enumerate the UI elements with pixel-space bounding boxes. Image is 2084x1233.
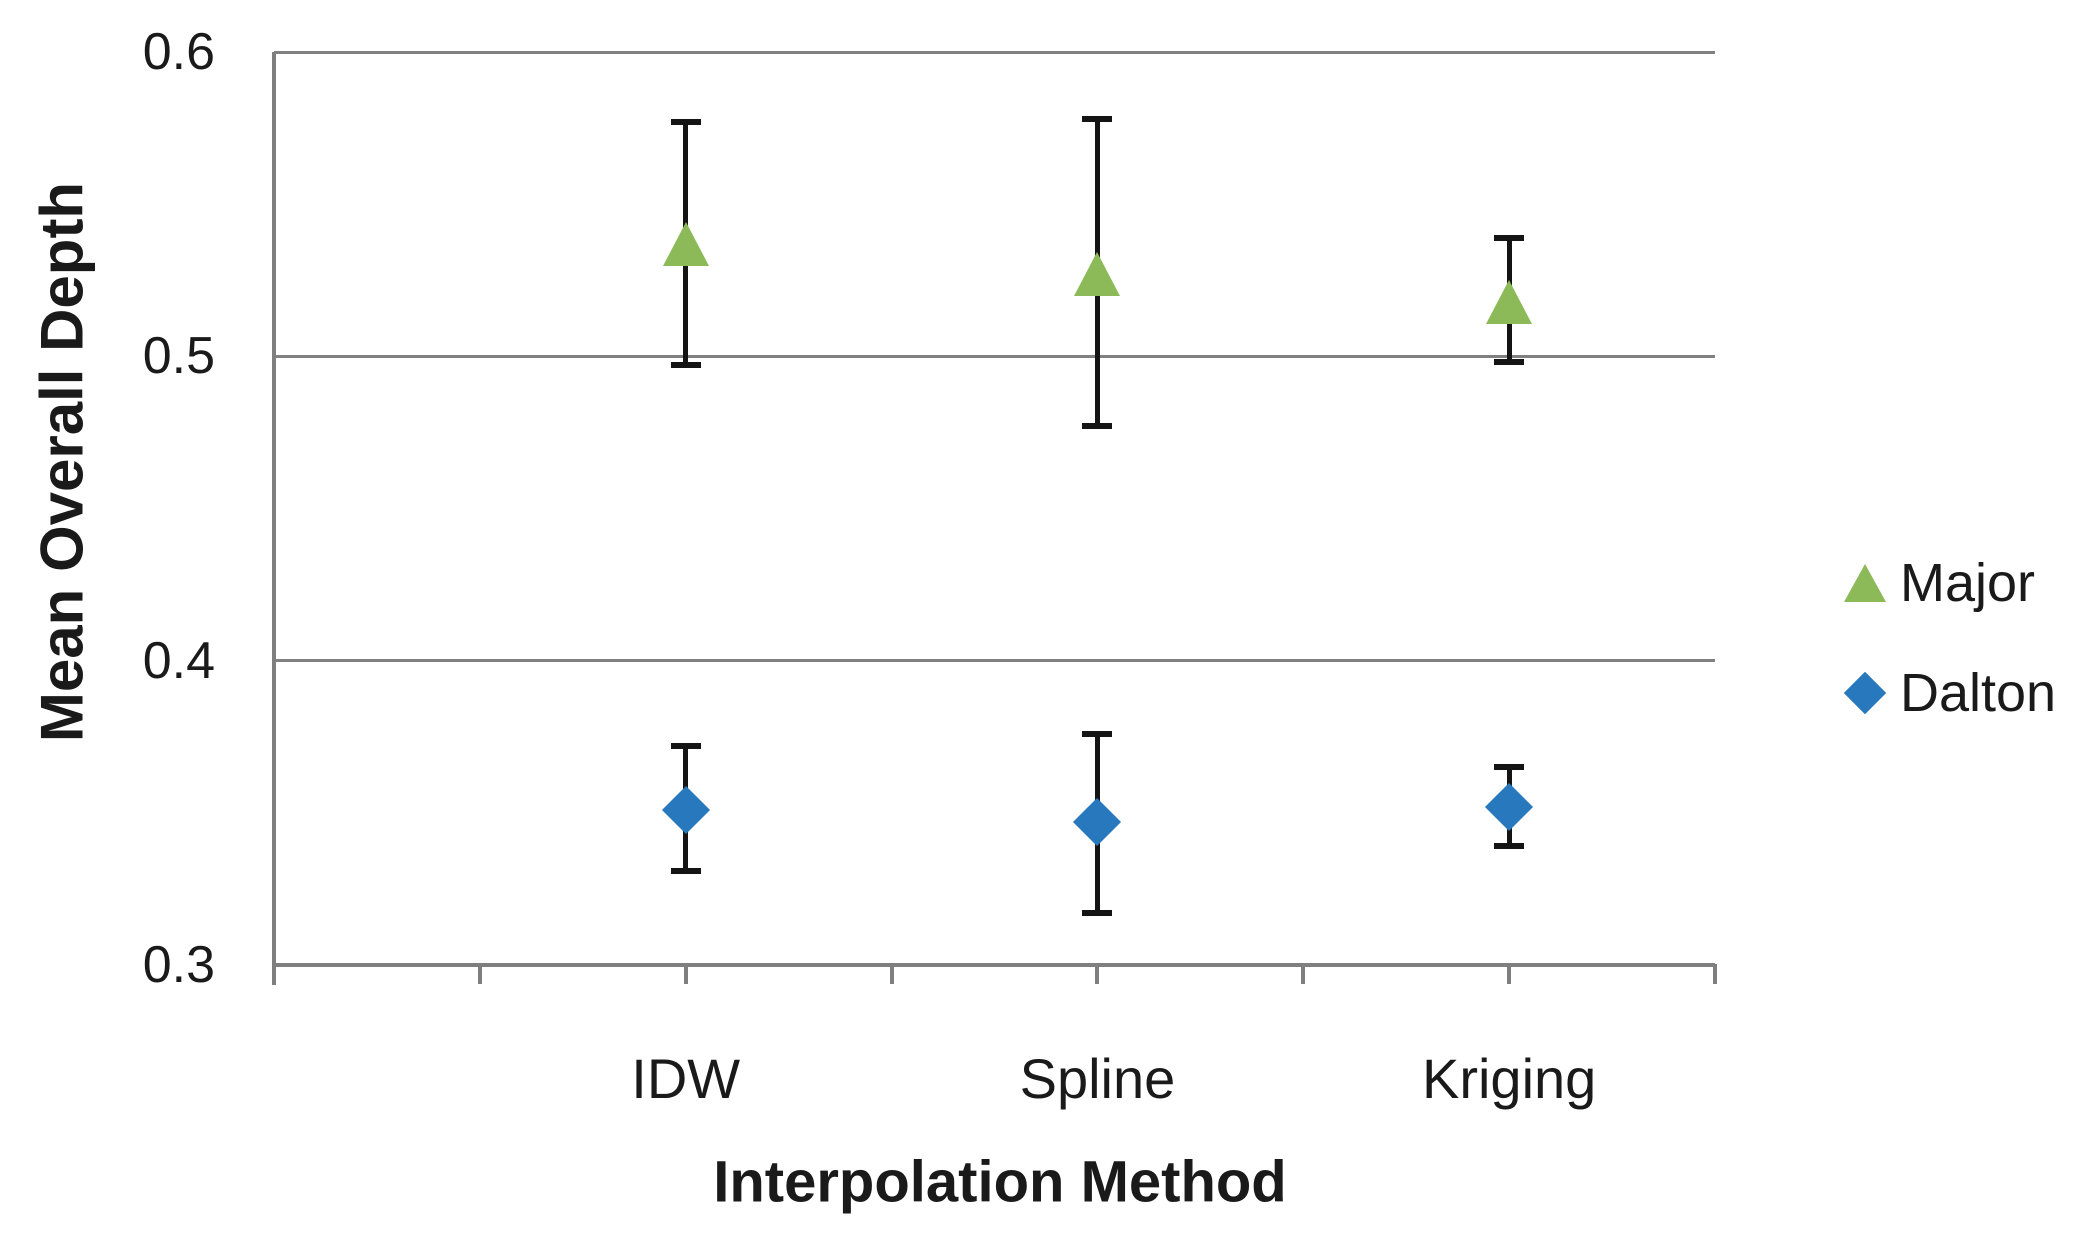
y-axis-title: Mean Overall Depth (28, 181, 96, 743)
y-gridline (274, 354, 1715, 358)
y-axis-line (272, 52, 276, 985)
data-marker-diamond (1073, 797, 1122, 846)
x-axis-tick (1095, 964, 1100, 984)
y-tick-label: 0.5 (142, 327, 215, 386)
category-label: Spline (1019, 1047, 1176, 1110)
error-bar-cap-top (1082, 115, 1113, 122)
error-bar-cap-top (1494, 234, 1525, 241)
y-gridline (274, 659, 1715, 663)
data-marker-triangle (1486, 279, 1533, 324)
x-axis-tick (683, 964, 688, 984)
x-axis-line (272, 963, 1715, 967)
x-axis-tick (1507, 964, 1512, 984)
data-marker-diamond (661, 785, 710, 834)
x-axis-title: Interpolation Method (713, 1149, 1287, 1215)
error-bar-cap-top (1082, 730, 1113, 737)
x-axis-tick (1301, 964, 1306, 984)
x-axis-tick (889, 964, 894, 984)
data-marker-diamond (1485, 782, 1534, 831)
x-axis-tick (477, 964, 482, 984)
y-tick-label: 0.3 (142, 936, 215, 994)
category-label: Kriging (1421, 1047, 1597, 1110)
error-bar-cap-bottom (1082, 910, 1113, 917)
error-bar-cap-top (1494, 764, 1525, 771)
y-tick-label: 0.4 (142, 631, 215, 690)
x-axis-tick (1713, 964, 1717, 984)
y-gridline (274, 50, 1715, 54)
error-bar-cap-bottom (1082, 423, 1113, 430)
error-bar-cap-top (670, 742, 701, 749)
error-bar-cap-bottom (670, 362, 701, 369)
x-axis-tick (272, 964, 276, 984)
error-bar-cap-bottom (1494, 843, 1525, 850)
error-bar-cap-top (670, 118, 701, 125)
category-label: IDW (631, 1047, 741, 1110)
error-bar-cap-bottom (670, 867, 701, 874)
y-tick-label: 0.6 (142, 23, 215, 81)
error-bar-cap-bottom (1494, 359, 1525, 366)
data-marker-triangle (662, 221, 709, 266)
data-marker-triangle (1074, 252, 1121, 297)
